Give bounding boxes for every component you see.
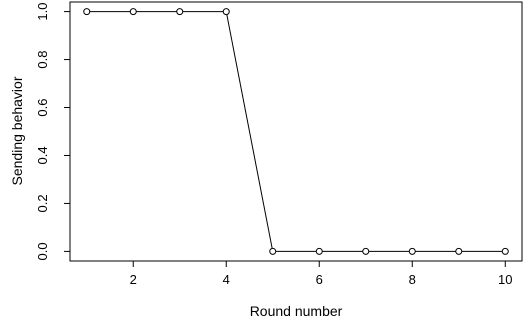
data-point	[222, 8, 230, 16]
x-tick-label: 2	[130, 272, 137, 287]
x-tick-label: 4	[223, 272, 230, 287]
y-tick-label: 0.2	[35, 194, 50, 212]
x-tick-label: 6	[316, 272, 323, 287]
y-tick-label: 0.8	[35, 51, 50, 69]
x-tick-label: 8	[409, 272, 416, 287]
x-tick-label: 10	[498, 272, 512, 287]
x-axis-title: Round number	[250, 303, 343, 319]
data-point	[129, 8, 137, 16]
y-axis: 0.0 0.2 0.4 0.6 0.8 1.0	[35, 3, 70, 260]
data-point	[455, 247, 463, 255]
plot-frame	[69, 1, 523, 262]
series-layer	[83, 8, 509, 255]
data-point	[362, 247, 370, 255]
y-tick-label: 0.6	[35, 98, 50, 116]
data-point	[269, 247, 277, 255]
x-axis: 2 4 6 8 10	[130, 261, 512, 287]
data-point	[176, 8, 184, 16]
series-line-segment	[226, 14, 273, 249]
y-tick-label: 0.4	[35, 146, 50, 164]
y-axis-title: Sending behavior	[9, 76, 25, 185]
y-tick-label: 1.0	[35, 3, 50, 21]
data-point	[408, 247, 416, 255]
data-point	[501, 247, 509, 255]
data-point	[315, 247, 323, 255]
data-point	[83, 8, 91, 16]
y-tick-label: 0.0	[35, 242, 50, 260]
